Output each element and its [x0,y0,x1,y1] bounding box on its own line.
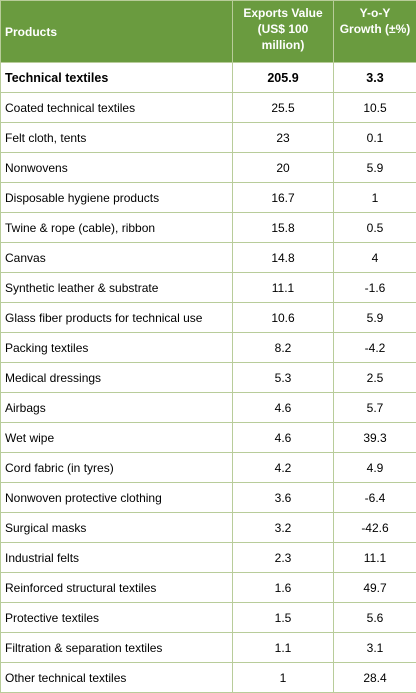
yoy-growth-cell: 0.5 [334,213,416,243]
exports-value-cell: 2.3 [233,543,334,573]
exports-value-cell: 5.3 [233,363,334,393]
product-cell: Nonwovens [1,153,233,183]
exports-value-cell: 1.6 [233,573,334,603]
exports-value-cell: 15.8 [233,213,334,243]
yoy-growth-cell: 4 [334,243,416,273]
product-cell: Wet wipe [1,423,233,453]
exports-value-cell: 14.8 [233,243,334,273]
product-cell: Industrial felts [1,543,233,573]
header-products: Products [1,1,233,63]
yoy-growth-cell: -4.2 [334,333,416,363]
exports-value-cell: 205.9 [233,63,334,93]
yoy-growth-cell: 28.4 [334,663,416,693]
yoy-growth-cell: 5.6 [334,603,416,633]
exports-value-cell: 11.1 [233,273,334,303]
yoy-growth-cell: 4.9 [334,453,416,483]
exports-value-cell: 4.6 [233,393,334,423]
product-cell: Disposable hygiene products [1,183,233,213]
yoy-growth-cell: 3.1 [334,633,416,663]
product-cell: Other technical textiles [1,663,233,693]
exports-value-cell: 25.5 [233,93,334,123]
product-cell: Filtration & separation textiles [1,633,233,663]
exports-value-cell: 1.5 [233,603,334,633]
yoy-growth-cell: 3.3 [334,63,416,93]
product-cell: Nonwoven protective clothing [1,483,233,513]
header-yoy-growth: Y-o-Y Growth (±%) [334,1,416,63]
product-cell: Technical textiles [1,63,233,93]
product-cell: Airbags [1,393,233,423]
product-cell: Medical dressings [1,363,233,393]
yoy-growth-cell: 39.3 [334,423,416,453]
yoy-growth-cell: 5.9 [334,303,416,333]
product-cell: Twine & rope (cable), ribbon [1,213,233,243]
exports-value-cell: 1.1 [233,633,334,663]
yoy-growth-cell: 5.9 [334,153,416,183]
exports-value-cell: 8.2 [233,333,334,363]
exports-value-cell: 1 [233,663,334,693]
exports-value-cell: 20 [233,153,334,183]
product-cell: Synthetic leather & substrate [1,273,233,303]
yoy-growth-cell: -42.6 [334,513,416,543]
yoy-growth-cell: 5.7 [334,393,416,423]
product-cell: Canvas [1,243,233,273]
yoy-growth-cell: -6.4 [334,483,416,513]
yoy-growth-cell: -1.6 [334,273,416,303]
product-cell: Packing textiles [1,333,233,363]
product-cell: Felt cloth, tents [1,123,233,153]
header-row: Products Exports Value (US$ 100 million)… [1,1,416,63]
yoy-growth-cell: 11.1 [334,543,416,573]
exports-value-cell: 10.6 [233,303,334,333]
exports-value-cell: 4.2 [233,453,334,483]
table-header: Products Exports Value (US$ 100 million)… [1,1,416,63]
product-cell: Cord fabric (in tyres) [1,453,233,483]
yoy-growth-cell: 2.5 [334,363,416,393]
yoy-growth-cell: 10.5 [334,93,416,123]
product-cell: Surgical masks [1,513,233,543]
exports-value-cell: 3.6 [233,483,334,513]
product-cell: Protective textiles [1,603,233,633]
product-cell: Reinforced structural textiles [1,573,233,603]
product-cell: Coated technical textiles [1,93,233,123]
yoy-growth-cell: 49.7 [334,573,416,603]
yoy-growth-cell: 1 [334,183,416,213]
exports-value-cell: 3.2 [233,513,334,543]
exports-value-cell: 23 [233,123,334,153]
exports-value-cell: 16.7 [233,183,334,213]
product-cell: Glass fiber products for technical use [1,303,233,333]
exports-value-cell: 4.6 [233,423,334,453]
header-exports-value: Exports Value (US$ 100 million) [233,1,334,63]
yoy-growth-cell: 0.1 [334,123,416,153]
